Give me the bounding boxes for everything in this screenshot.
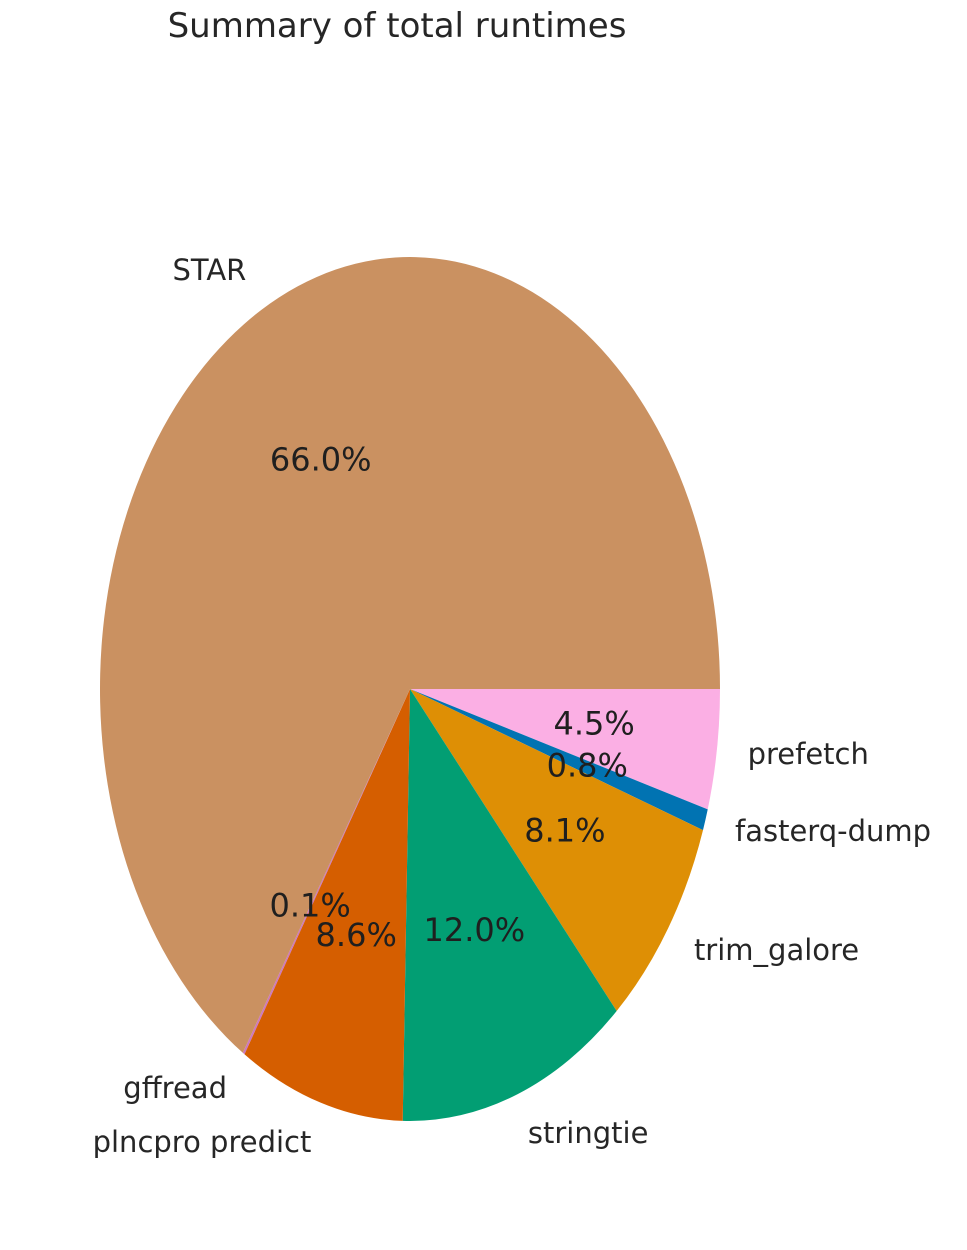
- pie-slice-prefetch: [410, 689, 720, 810]
- slice-percent-fasterq-dump: 0.8%: [547, 746, 628, 784]
- slice-percent-plncpro-predict: 8.6%: [316, 916, 397, 954]
- slice-percent-stringtie: 12.0%: [423, 911, 525, 949]
- slice-label-star: STAR: [172, 253, 246, 287]
- slice-label-stringtie: stringtie: [528, 1116, 649, 1150]
- slice-label-fasterq-dump: fasterq-dump: [735, 814, 931, 848]
- slice-label-gffread: gffread: [123, 1071, 227, 1105]
- pie-labels: prefetch fasterq-dump trim_galore stringtie…: [93, 253, 931, 1159]
- pie-slice-star: [99, 257, 720, 1053]
- pie-slice-plncpro-predict: [244, 689, 410, 1121]
- slice-label-plncpro-predict: plncpro predict: [93, 1125, 312, 1159]
- slice-label-prefetch: prefetch: [748, 737, 869, 771]
- pie-percent-labels: 4.5% 0.8% 8.1% 12.0% 8.6%0.1% 66.0%: [270, 441, 635, 955]
- slice-label-trim-galore: trim_galore: [694, 933, 859, 967]
- pie-slice-trim-galore: [410, 689, 704, 1012]
- pie-slice-stringtie: [402, 689, 617, 1121]
- slice-percent-star: 66.0%: [270, 441, 372, 479]
- slice-percent-prefetch: 4.5%: [553, 704, 634, 742]
- pie-slice-gffread: [242, 689, 410, 1055]
- slice-percent-trim-galore: 8.1%: [524, 812, 605, 850]
- pie-slices: [99, 257, 720, 1121]
- chart-title: Summary of total runtimes: [168, 6, 627, 46]
- pie-slice-fasterq-dump: [410, 689, 708, 831]
- slice-percent-gffread: 0.1%: [270, 887, 351, 925]
